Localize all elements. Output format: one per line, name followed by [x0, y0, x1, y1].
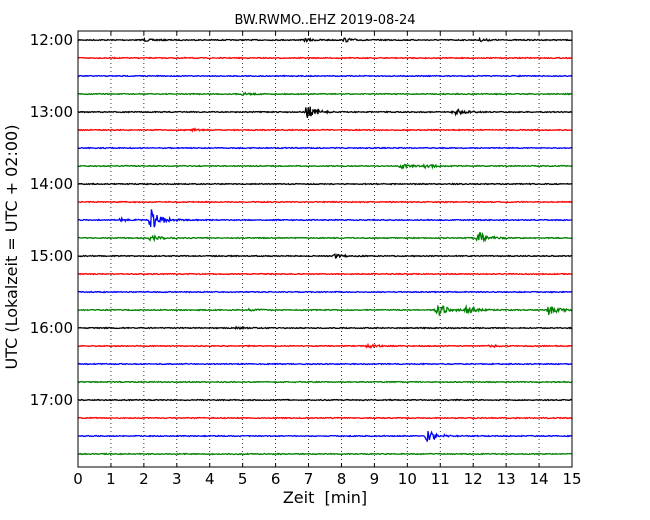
trace-18 — [77, 362, 573, 366]
x-tick-label-7: 7 — [304, 470, 314, 488]
y-tick-label-5: 17:00 — [30, 391, 73, 409]
x-tick-label-5: 5 — [238, 470, 248, 488]
trace-1 — [77, 56, 573, 60]
trace-19 — [77, 380, 573, 384]
trace-2 — [77, 74, 573, 78]
chart-title: BW.RWMO..EHZ 2019-08-24 — [234, 13, 415, 28]
trace-7 — [77, 163, 573, 170]
x-tick-label-3: 3 — [172, 470, 182, 488]
trace-14 — [77, 290, 573, 294]
trace-8 — [78, 182, 573, 186]
y-tick-label-4: 16:00 — [30, 319, 73, 337]
x-tick-label-2: 2 — [139, 470, 149, 488]
trace-3 — [77, 91, 573, 97]
trace-11 — [77, 231, 573, 243]
trace-4 — [77, 106, 573, 119]
trace-0 — [77, 36, 573, 43]
x-tick-label-10: 10 — [398, 470, 417, 488]
x-tick-label-6: 6 — [271, 470, 281, 488]
x-axis-label: Zeit [min] — [283, 488, 367, 507]
trace-17 — [77, 342, 573, 350]
x-tick-label-1: 1 — [106, 470, 116, 488]
x-tick-label-13: 13 — [497, 470, 516, 488]
trace-5 — [77, 127, 573, 133]
traces — [77, 36, 573, 456]
y-axis: 12:00 13:00 14:00 15:00 16:00 17:00 — [30, 31, 572, 409]
y-tick-label-3: 15:00 — [30, 247, 73, 265]
x-axis: 0 1 2 3 4 5 6 7 8 9 10 11 12 13 14 15 — [73, 31, 582, 488]
trace-16 — [78, 325, 573, 331]
y-tick-label-2: 14:00 — [30, 175, 73, 193]
trace-20 — [77, 398, 573, 402]
trace-15 — [77, 304, 573, 317]
y-axis-label: UTC (Lokalzeit = UTC + 02:00) — [2, 125, 21, 370]
x-tick-label-9: 9 — [370, 470, 380, 488]
trace-23 — [77, 452, 573, 456]
x-tick-label-8: 8 — [337, 470, 347, 488]
trace-10 — [77, 209, 573, 228]
trace-6 — [78, 146, 573, 150]
trace-13 — [77, 272, 573, 276]
trace-12 — [77, 253, 572, 259]
x-tick-label-0: 0 — [73, 470, 83, 488]
y-tick-label-0: 12:00 — [30, 31, 73, 49]
plot-frame — [77, 30, 573, 468]
x-tick-label-4: 4 — [205, 470, 215, 488]
x-tick-label-12: 12 — [464, 470, 483, 488]
trace-22 — [78, 430, 573, 442]
trace-21 — [77, 416, 573, 420]
x-tick-label-14: 14 — [530, 470, 549, 488]
y-tick-label-1: 13:00 — [30, 103, 73, 121]
x-tick-label-15: 15 — [562, 470, 581, 488]
trace-9 — [77, 200, 573, 204]
grid-lines — [110, 31, 540, 467]
x-tick-label-11: 11 — [431, 470, 450, 488]
